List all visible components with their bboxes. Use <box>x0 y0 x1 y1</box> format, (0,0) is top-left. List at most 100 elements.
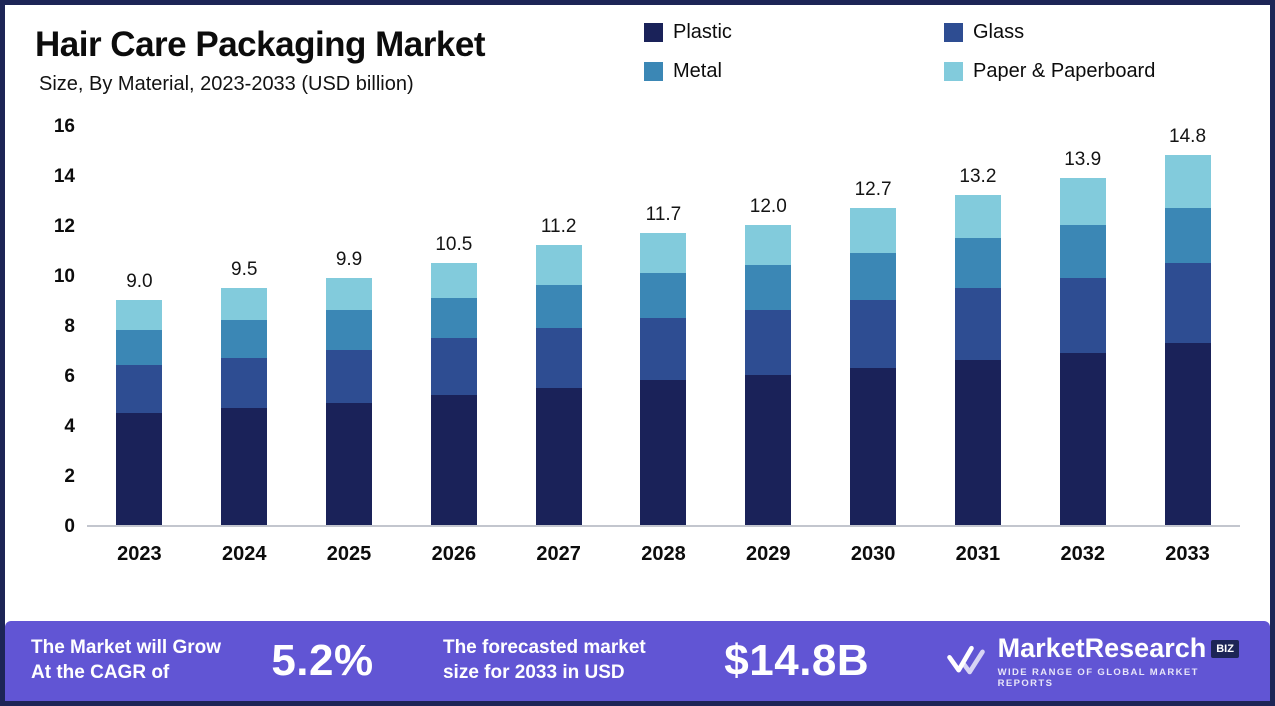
x-axis-label-2026: 2026 <box>431 543 477 565</box>
bar-total-label: 9.9 <box>335 248 363 270</box>
bar-column-2031: 13.2 <box>926 127 1031 525</box>
bar-total-label: 11.7 <box>645 203 682 225</box>
x-axis-spacer <box>23 543 87 566</box>
stacked-bar <box>954 195 1001 525</box>
stacked-bar <box>326 277 373 525</box>
legend-swatch <box>644 62 663 81</box>
bar-segment-glass <box>850 300 897 368</box>
bar-column-2033: 14.8 <box>1135 126 1240 525</box>
bar-segment-paper-paperboard <box>640 232 687 273</box>
x-axis-label-2028: 2028 <box>641 543 686 565</box>
bar-total-label: 9.0 <box>126 271 153 292</box>
bar-total-label: 12.7 <box>854 178 892 200</box>
x-axis: 2023 2024 2025 2026 2027 2028 2029 2030 2031 2032… <box>23 543 1240 566</box>
y-tick-label: 12 <box>53 216 75 237</box>
bar-total-label: 10.5 <box>435 233 473 255</box>
y-tick-label: 16 <box>53 116 75 137</box>
bar-segment-metal <box>850 252 897 300</box>
bar-segment-glass <box>1059 277 1106 353</box>
bar-segment-metal <box>221 320 268 358</box>
stacked-bar <box>850 207 897 525</box>
bar-segment-paper-paperboard <box>221 287 268 320</box>
marketresearch-logo: MarketResearch BIZ WIDE RANGE OF GLOBAL … <box>944 633 1244 689</box>
bar-segment-glass <box>221 357 268 408</box>
legend-swatch <box>644 23 663 42</box>
logo-brand: MarketResearch <box>997 633 1207 663</box>
x-axis-label-2032: 2032 <box>1060 543 1105 565</box>
forecast-caption-line2: size for 2033 in USD <box>442 662 625 683</box>
x-axis-label-2031: 2031 <box>955 543 1001 565</box>
bar-segment-metal <box>326 310 373 350</box>
logo-line: MarketResearch BIZ <box>998 633 1244 664</box>
y-tick-label: 14 <box>53 166 75 187</box>
logo-suffix-badge: BIZ <box>1211 639 1239 658</box>
cagr-value: 5.2% <box>271 636 374 685</box>
cagr-caption-line1: The Market will Grow <box>31 637 222 659</box>
bar-segment-glass <box>326 350 373 403</box>
cagr-caption: The Market will Grow At the CAGR of <box>31 636 271 685</box>
header: Hair Care Packaging Market Size, By Mate… <box>5 5 1270 113</box>
legend-item-metal: Metal <box>644 60 904 83</box>
bar-segment-metal <box>1164 207 1211 263</box>
x-axis-label-2033: 2033 <box>1165 543 1210 565</box>
bar-segment-paper-paperboard <box>535 245 582 285</box>
bar-segment-metal <box>1059 225 1106 278</box>
bar-segment-metal <box>116 330 163 365</box>
legend-label: Paper & Paperboard <box>973 60 1156 82</box>
kpi-banner: The Market will Grow At the CAGR of 5.2%… <box>5 621 1270 701</box>
logo-text: MarketResearch BIZ WIDE RANGE OF GLOBAL … <box>998 633 1244 689</box>
x-axis-label-2024: 2024 <box>221 543 267 565</box>
bar-segment-plastic <box>535 387 582 525</box>
stacked-bar <box>116 300 163 525</box>
stacked-bar <box>1059 177 1106 525</box>
bar-segment-plastic <box>430 395 477 525</box>
bar-column-2030: 12.7 <box>821 127 926 525</box>
x-axis-label-2030: 2030 <box>850 543 896 565</box>
y-tick-label: 0 <box>64 516 75 537</box>
logo-tagline: WIDE RANGE OF GLOBAL MARKET REPORTS <box>997 667 1199 689</box>
bar-segment-metal <box>430 297 477 338</box>
bar-segment-paper-paperboard <box>850 207 897 253</box>
bar-segment-metal <box>535 285 582 328</box>
y-tick-label: 6 <box>64 366 75 387</box>
legend-label: Plastic <box>673 21 732 43</box>
bar-total-label: 13.9 <box>1064 148 1102 170</box>
page-subtitle: Size, By Material, 2023-2033 (USD billio… <box>39 73 414 95</box>
y-axis: 0 2 4 6 8 10 12 14 16 <box>23 116 87 537</box>
legend-swatch <box>944 62 963 81</box>
x-axis-label-2025: 2025 <box>326 543 372 565</box>
bar-total-label: 13.2 <box>959 166 997 187</box>
bar-segment-glass <box>535 327 582 388</box>
cagr-caption-line2: At the CAGR of <box>31 662 170 683</box>
bar-segment-glass <box>430 337 477 395</box>
bar-segment-paper-paperboard <box>430 262 477 298</box>
x-axis-label-2029: 2029 <box>746 543 791 565</box>
bar-segment-paper-paperboard <box>1164 155 1211 208</box>
x-axis-labels: 2023 2024 2025 2026 2027 2028 2029 2030 2031 2032… <box>87 543 1240 566</box>
bar-segment-paper-paperboard <box>116 300 163 330</box>
legend-item-plastic: Plastic <box>644 21 904 44</box>
legend: Plastic Glass Metal Paper & Paperboard <box>644 21 1244 83</box>
legend-item-paper-paperboard: Paper & Paperboard <box>944 60 1244 83</box>
legend-label: Metal <box>673 60 722 82</box>
x-axis-label-2027: 2027 <box>536 543 581 565</box>
chart: 0 2 4 6 8 10 12 14 16 9.0 9.5 9.9 10.5 11.2 11.7 12.0 1… <box>5 113 1270 611</box>
bar-column-2026: 10.5 <box>401 127 506 525</box>
bar-column-2024: 9.5 <box>192 127 297 525</box>
marketresearch-logo-icon <box>946 645 985 675</box>
stacked-bar <box>1164 155 1211 525</box>
bar-segment-paper-paperboard <box>1059 177 1106 225</box>
y-tick-label: 8 <box>64 316 75 337</box>
bar-total-label: 12.0 <box>749 196 787 217</box>
bar-column-2028: 11.7 <box>611 127 716 525</box>
plot-area: 9.0 9.5 9.9 10.5 11.2 11.7 12.0 12.7 13.2 13.9 14.… <box>87 126 1240 527</box>
legend-swatch <box>944 23 963 42</box>
bar-column-2027: 11.2 <box>506 127 611 525</box>
y-tick-label: 2 <box>64 466 75 487</box>
y-tick-label: 4 <box>64 416 75 437</box>
y-tick-label: 10 <box>53 266 75 287</box>
bar-total-label: 9.5 <box>231 258 258 280</box>
bar-segment-plastic <box>116 412 163 525</box>
forecast-value: $14.8B <box>724 636 870 685</box>
